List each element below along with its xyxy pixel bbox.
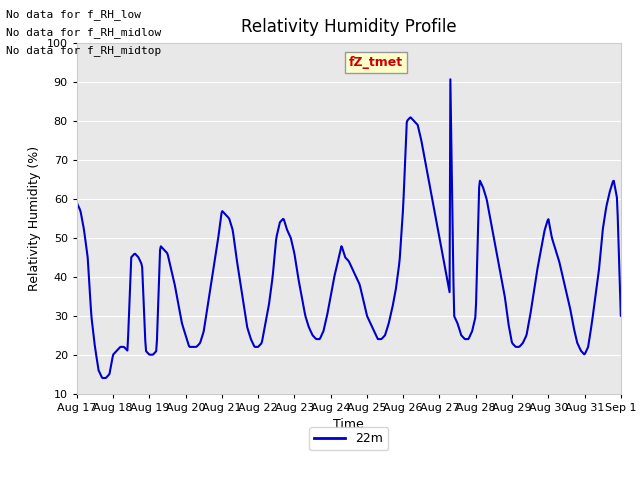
X-axis label: Time: Time xyxy=(333,418,364,431)
Y-axis label: Relativity Humidity (%): Relativity Humidity (%) xyxy=(28,146,41,291)
Legend: 22m: 22m xyxy=(309,427,388,450)
Title: Relativity Humidity Profile: Relativity Humidity Profile xyxy=(241,18,456,36)
Text: No data for f_RH_low: No data for f_RH_low xyxy=(6,9,141,20)
Text: fZ_tmet: fZ_tmet xyxy=(349,56,403,69)
Text: No data for f_RH_midtop: No data for f_RH_midtop xyxy=(6,45,162,56)
Text: No data for f_RH_midlow: No data for f_RH_midlow xyxy=(6,27,162,38)
